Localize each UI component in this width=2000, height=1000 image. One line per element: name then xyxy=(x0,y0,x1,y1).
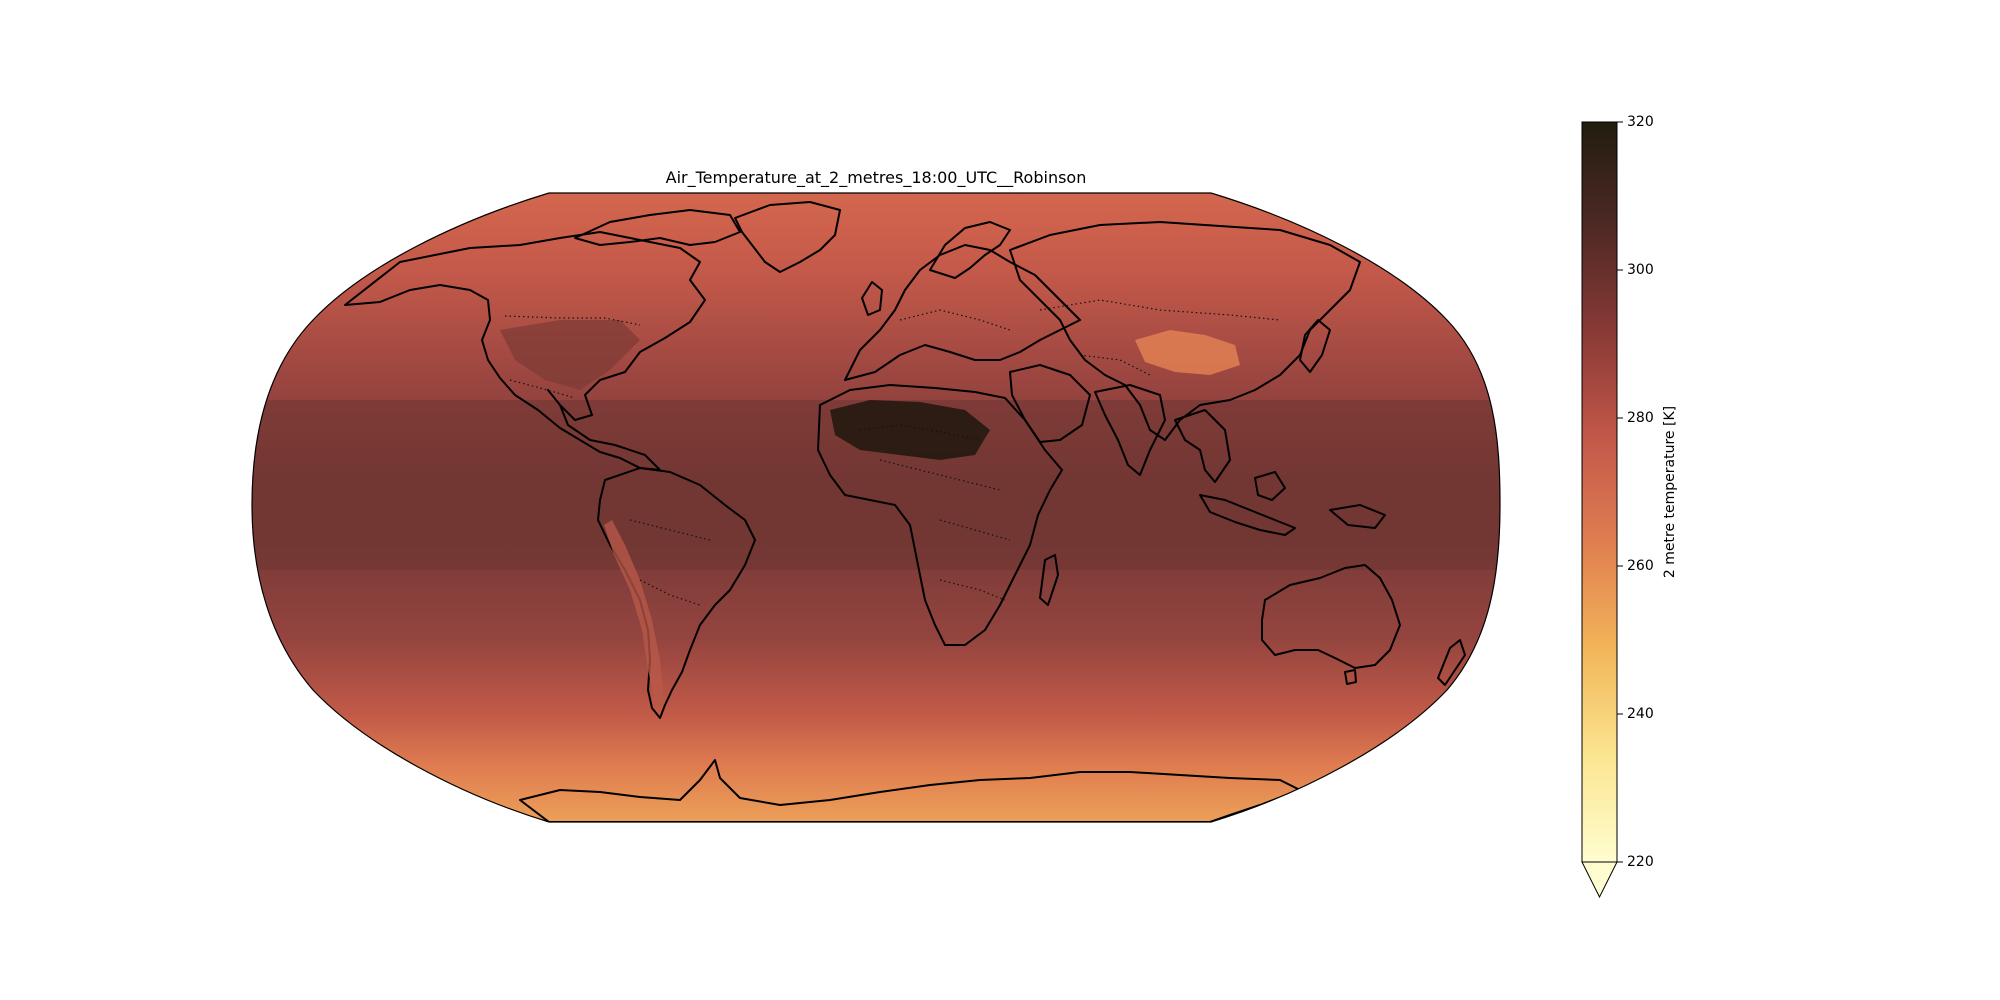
europe xyxy=(844,244,1081,381)
border-africa-3 xyxy=(939,519,1011,541)
colorbar-label: 2 metre temperature [K] xyxy=(1662,406,1678,578)
borneo xyxy=(1254,471,1286,501)
australia xyxy=(1261,564,1401,669)
arctic-islands xyxy=(574,209,741,246)
indonesia xyxy=(1199,494,1296,536)
border-sa-2 xyxy=(639,579,701,606)
andes xyxy=(604,520,664,705)
colorbar-bar xyxy=(1581,121,1618,863)
india xyxy=(1094,384,1166,476)
colorbar-tick-label-300: 300 xyxy=(1627,262,1654,278)
colorbar-tick-label-240: 240 xyxy=(1627,706,1654,722)
map-title: Air_Temperature_at_2_metres_18:00_UTC__R… xyxy=(666,168,1087,188)
colorbar-ticks: 220 240 260 280 300 320 xyxy=(1617,114,1654,870)
arabia xyxy=(1009,364,1091,443)
north-america xyxy=(344,231,706,471)
tibet xyxy=(1135,330,1240,375)
border-asia-1 xyxy=(1039,299,1281,321)
border-us-canada xyxy=(504,315,641,326)
tasmania xyxy=(1344,669,1357,685)
madagascar xyxy=(1039,554,1059,606)
border-africa-4 xyxy=(939,579,1006,601)
map-outline xyxy=(251,192,1501,823)
colorbar-tick-label-320: 320 xyxy=(1627,114,1654,130)
southeast-asia xyxy=(1174,409,1231,483)
colorbar: 220 240 260 280 300 320 2 metre temperature [… xyxy=(1581,114,1678,899)
border-sa-1 xyxy=(629,519,711,541)
sahara xyxy=(830,400,990,460)
new-guinea xyxy=(1329,504,1386,529)
colorbar-tick-label-220: 220 xyxy=(1627,854,1654,870)
new-zealand xyxy=(1437,639,1466,686)
asia xyxy=(1009,221,1361,441)
africa xyxy=(817,384,1063,646)
map xyxy=(252,193,1500,822)
uk xyxy=(861,281,883,316)
colorbar-extend-min xyxy=(1581,861,1618,899)
colorbar-tick-label-260: 260 xyxy=(1627,558,1654,574)
japan xyxy=(1299,319,1331,373)
greenland xyxy=(734,201,841,273)
north-america-interior xyxy=(500,320,640,390)
scandinavia xyxy=(929,221,1011,279)
border-us-mexico xyxy=(509,379,576,399)
colorbar-tick-label-280: 280 xyxy=(1627,410,1654,426)
